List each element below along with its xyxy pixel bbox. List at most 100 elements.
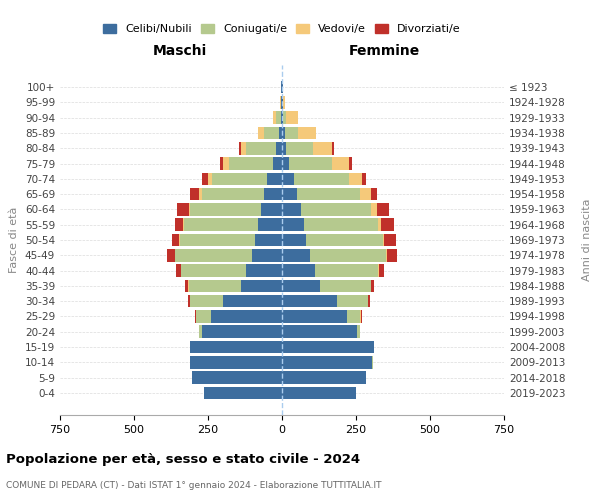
Bar: [371, 203, 377, 215]
Bar: [190, 295, 223, 308]
Bar: [188, 295, 190, 308]
Text: Popolazione per età, sesso e stato civile - 2024: Popolazione per età, sesso e stato civil…: [6, 452, 360, 466]
Bar: [282, 112, 283, 124]
Bar: [199, 188, 202, 200]
Bar: [282, 127, 285, 140]
Bar: [304, 218, 378, 231]
Bar: [282, 280, 320, 292]
Bar: [196, 310, 211, 322]
Bar: [175, 218, 184, 231]
Bar: [337, 295, 368, 308]
Bar: [297, 188, 361, 200]
Bar: [282, 249, 310, 262]
Bar: [273, 158, 282, 170]
Bar: [247, 264, 282, 277]
Bar: [286, 142, 313, 154]
Bar: [190, 356, 282, 368]
Bar: [384, 234, 396, 246]
Bar: [282, 326, 358, 338]
Bar: [383, 234, 384, 246]
Bar: [241, 142, 247, 154]
Bar: [241, 280, 282, 292]
Bar: [261, 203, 282, 215]
Bar: [202, 326, 282, 338]
Bar: [203, 386, 282, 399]
Bar: [192, 372, 282, 384]
Bar: [229, 158, 273, 170]
Bar: [298, 127, 316, 140]
Bar: [289, 158, 332, 170]
Bar: [314, 264, 378, 277]
Bar: [283, 96, 285, 108]
Bar: [184, 218, 259, 231]
Bar: [172, 234, 179, 246]
Bar: [282, 264, 314, 277]
Text: Maschi: Maschi: [153, 44, 207, 58]
Bar: [202, 188, 264, 200]
Bar: [371, 280, 374, 292]
Bar: [181, 264, 247, 277]
Bar: [167, 249, 175, 262]
Bar: [177, 203, 189, 215]
Bar: [282, 158, 289, 170]
Legend: Celibi/Nubili, Coniugati/e, Vedovi/e, Divorziati/e: Celibi/Nubili, Coniugati/e, Vedovi/e, Di…: [101, 22, 463, 36]
Bar: [223, 295, 282, 308]
Bar: [180, 234, 256, 246]
Bar: [276, 142, 282, 154]
Bar: [176, 264, 181, 277]
Bar: [377, 203, 389, 215]
Bar: [387, 249, 397, 262]
Bar: [190, 340, 282, 353]
Bar: [282, 386, 356, 399]
Bar: [220, 158, 223, 170]
Bar: [358, 326, 360, 338]
Bar: [259, 218, 282, 231]
Bar: [223, 158, 229, 170]
Bar: [301, 203, 371, 215]
Bar: [175, 249, 253, 262]
Bar: [305, 234, 383, 246]
Bar: [264, 127, 279, 140]
Bar: [282, 356, 372, 368]
Bar: [253, 249, 282, 262]
Y-axis label: Anni di nascita: Anni di nascita: [582, 198, 592, 281]
Bar: [386, 249, 387, 262]
Bar: [282, 172, 294, 185]
Bar: [282, 340, 374, 353]
Bar: [247, 142, 276, 154]
Bar: [379, 264, 383, 277]
Bar: [286, 112, 298, 124]
Bar: [310, 249, 386, 262]
Bar: [362, 172, 367, 185]
Bar: [211, 310, 282, 322]
Text: COMUNE DI PEDARA (CT) - Dati ISTAT 1° gennaio 2024 - Elaborazione TUTTITALIA.IT: COMUNE DI PEDARA (CT) - Dati ISTAT 1° ge…: [6, 481, 382, 490]
Bar: [282, 203, 301, 215]
Bar: [283, 112, 286, 124]
Text: Femmine: Femmine: [349, 44, 420, 58]
Bar: [282, 142, 286, 154]
Bar: [282, 188, 297, 200]
Bar: [282, 372, 367, 384]
Bar: [282, 96, 283, 108]
Bar: [368, 295, 370, 308]
Bar: [276, 112, 281, 124]
Bar: [381, 218, 394, 231]
Bar: [279, 127, 282, 140]
Bar: [259, 127, 264, 140]
Bar: [281, 112, 282, 124]
Bar: [264, 188, 282, 200]
Bar: [361, 188, 371, 200]
Bar: [202, 172, 208, 185]
Bar: [189, 203, 190, 215]
Bar: [267, 172, 282, 185]
Bar: [189, 280, 241, 292]
Y-axis label: Fasce di età: Fasce di età: [10, 207, 19, 273]
Bar: [273, 112, 276, 124]
Bar: [239, 142, 241, 154]
Bar: [349, 172, 362, 185]
Bar: [347, 310, 361, 322]
Bar: [190, 188, 199, 200]
Bar: [332, 142, 334, 154]
Bar: [282, 234, 305, 246]
Bar: [185, 280, 188, 292]
